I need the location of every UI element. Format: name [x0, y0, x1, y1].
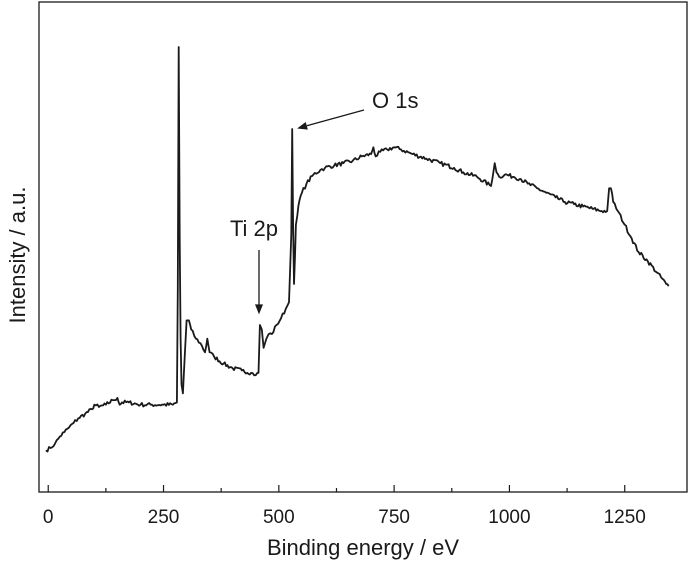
annotation-ti2p-arrowhead [254, 304, 263, 315]
annotations: Ti 2p O 1s [230, 88, 418, 315]
plot-frame [38, 1, 688, 493]
series-line [45, 46, 670, 453]
annotation-o1s-arrow [306, 109, 365, 127]
x-tick-label: 1250 [604, 507, 646, 528]
x-tick-label: 750 [378, 507, 410, 528]
y-axis-title: Intensity / a.u. [5, 187, 30, 324]
annotation-o1s-label: O 1s [372, 88, 418, 113]
x-axis-title: Binding energy / eV [267, 535, 459, 560]
x-tick-label: 0 [43, 507, 54, 528]
x-tick-label: 250 [148, 507, 180, 528]
x-axis-ticks: 0 250 500 750 1000 1250 [43, 485, 646, 528]
x-tick-label: 500 [263, 507, 295, 528]
annotation-ti2p-label: Ti 2p [230, 216, 278, 241]
annotation-o1s-arrowhead [297, 121, 308, 130]
x-tick-label: 1000 [488, 507, 530, 528]
